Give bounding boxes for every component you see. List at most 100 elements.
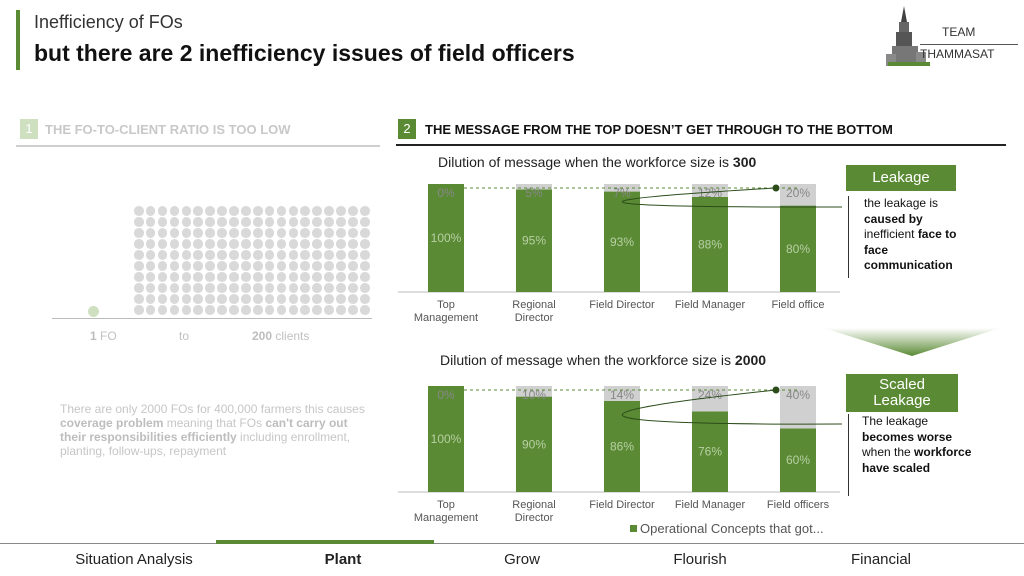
client-dot [359, 239, 370, 249]
client-dot [145, 206, 156, 216]
client-dot [264, 294, 275, 304]
client-dot [169, 239, 180, 249]
client-dot [205, 283, 215, 293]
client-dot [241, 305, 251, 315]
client-dot [193, 239, 204, 249]
section-1-divider [16, 145, 380, 147]
client-dot [336, 305, 346, 315]
client-dot [264, 272, 275, 282]
client-dot [169, 305, 180, 315]
client-dot [348, 283, 358, 293]
bar-operational [604, 191, 640, 292]
bar-operational [516, 396, 552, 492]
client-dot [134, 294, 144, 304]
client-dot [217, 250, 227, 260]
client-dot [229, 294, 239, 304]
nav-tab-situation-analysis[interactable]: Situation Analysis [75, 551, 193, 568]
client-dot [324, 239, 334, 249]
client-dot [288, 228, 299, 238]
bar-value-label: 100% [431, 432, 462, 446]
client-dot [134, 283, 144, 293]
client-dot [252, 228, 263, 238]
category-label: Field Director [589, 299, 655, 311]
client-dot [193, 206, 204, 216]
client-dot [217, 228, 227, 238]
client-dot [359, 250, 370, 260]
client-dot [336, 239, 346, 249]
client-dot [217, 217, 227, 227]
client-dot [359, 305, 370, 315]
category-label: Field Manager [675, 499, 746, 511]
client-dot [205, 261, 215, 271]
client-dot [169, 294, 180, 304]
client-dot [169, 261, 180, 271]
client-dot [205, 206, 215, 216]
client-dot [312, 272, 322, 282]
client-dot [134, 305, 144, 315]
client-dot [276, 228, 287, 238]
category-label: Director [515, 512, 554, 524]
client-dot [252, 239, 263, 249]
client-dot [241, 261, 251, 271]
bar-operational [428, 386, 464, 492]
client-dot [276, 239, 287, 249]
client-dot [134, 250, 144, 260]
client-dot [193, 305, 204, 315]
client-dot [181, 305, 192, 315]
bar-operational [428, 184, 464, 292]
client-dot [336, 261, 346, 271]
nav-tab-plant[interactable]: Plant [324, 551, 362, 568]
client-dot [348, 272, 358, 282]
client-dot [324, 217, 334, 227]
client-dot [217, 272, 227, 282]
client-dot [229, 239, 239, 249]
title-accent-bar [16, 10, 20, 70]
client-dot [359, 206, 370, 216]
nav-tab-flourish[interactable]: Flourish [673, 551, 727, 568]
callout-connector [621, 389, 842, 425]
client-dot [241, 217, 251, 227]
client-dot [264, 250, 275, 260]
client-dot [312, 250, 322, 260]
leakage-label: Leakage [846, 165, 956, 191]
client-dot [229, 217, 239, 227]
client-dot [288, 283, 299, 293]
client-dot [181, 294, 192, 304]
nav-tab-financial[interactable]: Financial [850, 551, 912, 568]
chart-2-title: Dilution of message when the workforce s… [440, 352, 767, 368]
leakage-value-label: 12% [698, 186, 722, 200]
bar-value-label: 90% [522, 437, 546, 451]
nav-tab-grow[interactable]: Grow [504, 551, 540, 568]
section-2-title: THE MESSAGE FROM THE TOP DOESN’T GET THR… [425, 122, 893, 137]
leakage-value-label: 40% [786, 388, 810, 402]
client-dot [241, 272, 251, 282]
leakage-value-label: 10% [522, 388, 546, 402]
client-dot [312, 217, 322, 227]
bar-value-label: 88% [698, 237, 722, 251]
client-dot [348, 217, 358, 227]
client-dot [300, 283, 311, 293]
client-dot [312, 305, 322, 315]
client-dot [288, 305, 299, 315]
category-label: Management [414, 512, 478, 524]
scaled-leakage-label: Scaled Leakage [846, 374, 958, 412]
client-dot [134, 272, 144, 282]
category-label: Regional [512, 499, 555, 511]
section-2-divider [396, 144, 1006, 146]
bar-leakage [604, 386, 640, 401]
client-dot [359, 261, 370, 271]
bar-value-label: 95% [522, 234, 546, 248]
bar-leakage [780, 184, 816, 206]
client-dot [324, 283, 334, 293]
bar-leakage [780, 386, 816, 429]
client-dot [264, 217, 275, 227]
client-dot [300, 239, 311, 249]
client-dot [300, 206, 311, 216]
client-dot [312, 261, 322, 271]
client-dot [241, 283, 251, 293]
client-dot [134, 217, 144, 227]
client-dot [288, 239, 299, 249]
client-dot [264, 305, 275, 315]
